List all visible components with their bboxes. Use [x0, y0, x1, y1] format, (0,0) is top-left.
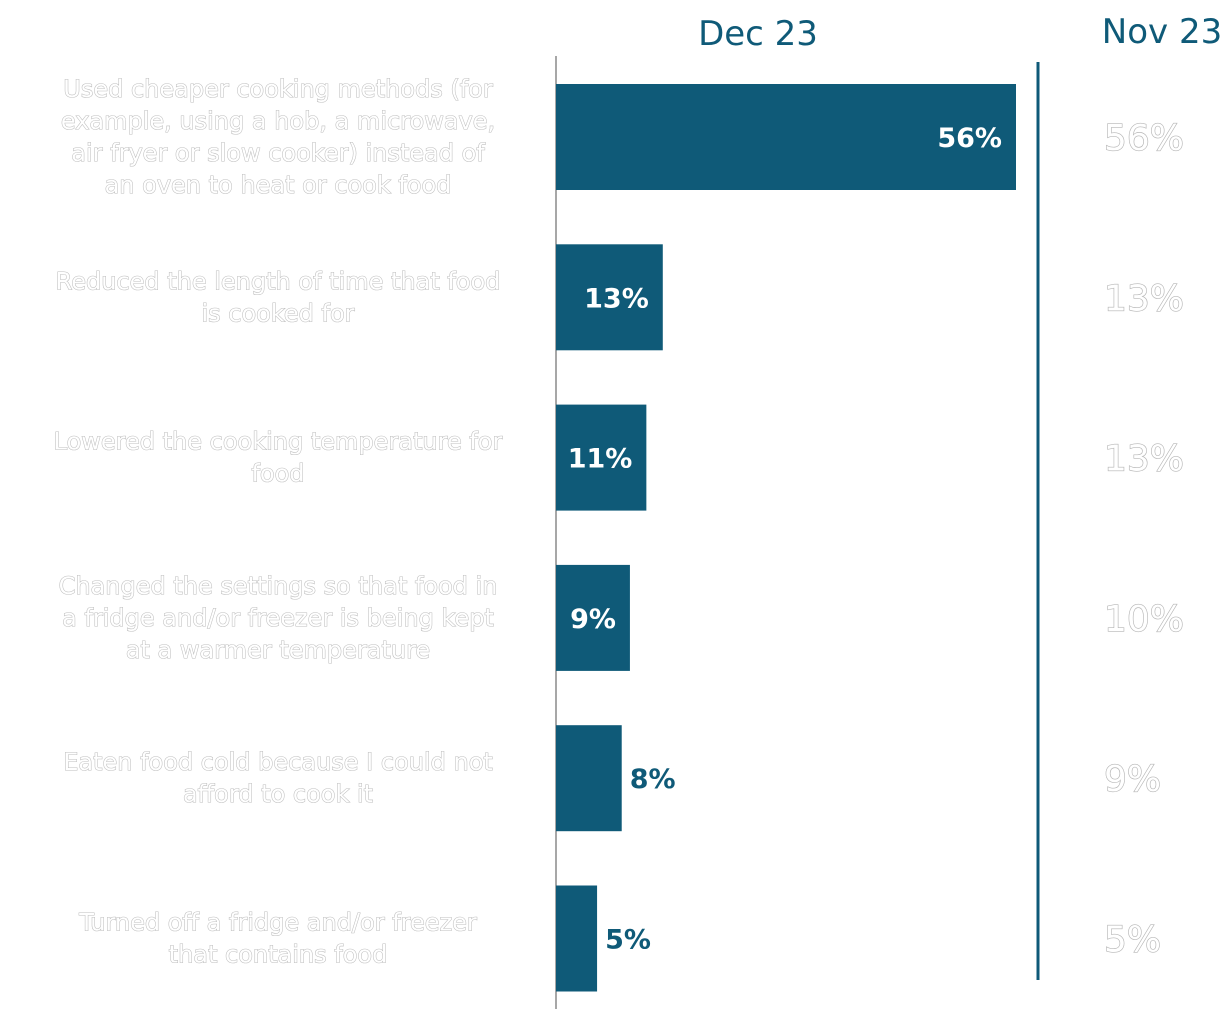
bars-layer: 56% Used cheaper cooking methods (for exam…	[53, 74, 1185, 992]
category-label: Lowered the cooking temperature for food	[54, 428, 503, 488]
category-label: Changed the settings so that food in a fr…	[59, 572, 498, 664]
current-column-header: Dec 23	[698, 14, 818, 54]
data-label: 13%	[584, 283, 649, 314]
previous-value-label: 9%	[1104, 759, 1161, 800]
bar	[556, 244, 663, 351]
previous-value-label: 56%	[1104, 118, 1184, 159]
data-label: 8%	[630, 764, 676, 795]
data-label: 11%	[568, 444, 633, 475]
category-label: Used cheaper cooking methods (for example…	[61, 75, 495, 199]
previous-column-header: Nov 23	[1102, 12, 1222, 52]
previous-value-label: 10%	[1104, 599, 1184, 640]
data-label: 5%	[605, 925, 651, 956]
bar	[556, 564, 630, 671]
bar	[556, 84, 1016, 190]
category-label: Eaten food cold because I could not affor…	[63, 748, 493, 808]
category-label: Turned off a fridge and/or freezer that c…	[78, 909, 477, 969]
bar	[556, 404, 647, 511]
data-label: 56%	[937, 123, 1002, 154]
data-label: 9%	[570, 604, 616, 635]
previous-value-label: 13%	[1104, 439, 1184, 480]
bar	[556, 885, 598, 992]
bar	[556, 725, 622, 832]
previous-value-label: 13%	[1104, 278, 1184, 319]
previous-value-label: 5%	[1104, 920, 1161, 961]
category-label: Reduced the length of time that food is c…	[56, 267, 501, 327]
